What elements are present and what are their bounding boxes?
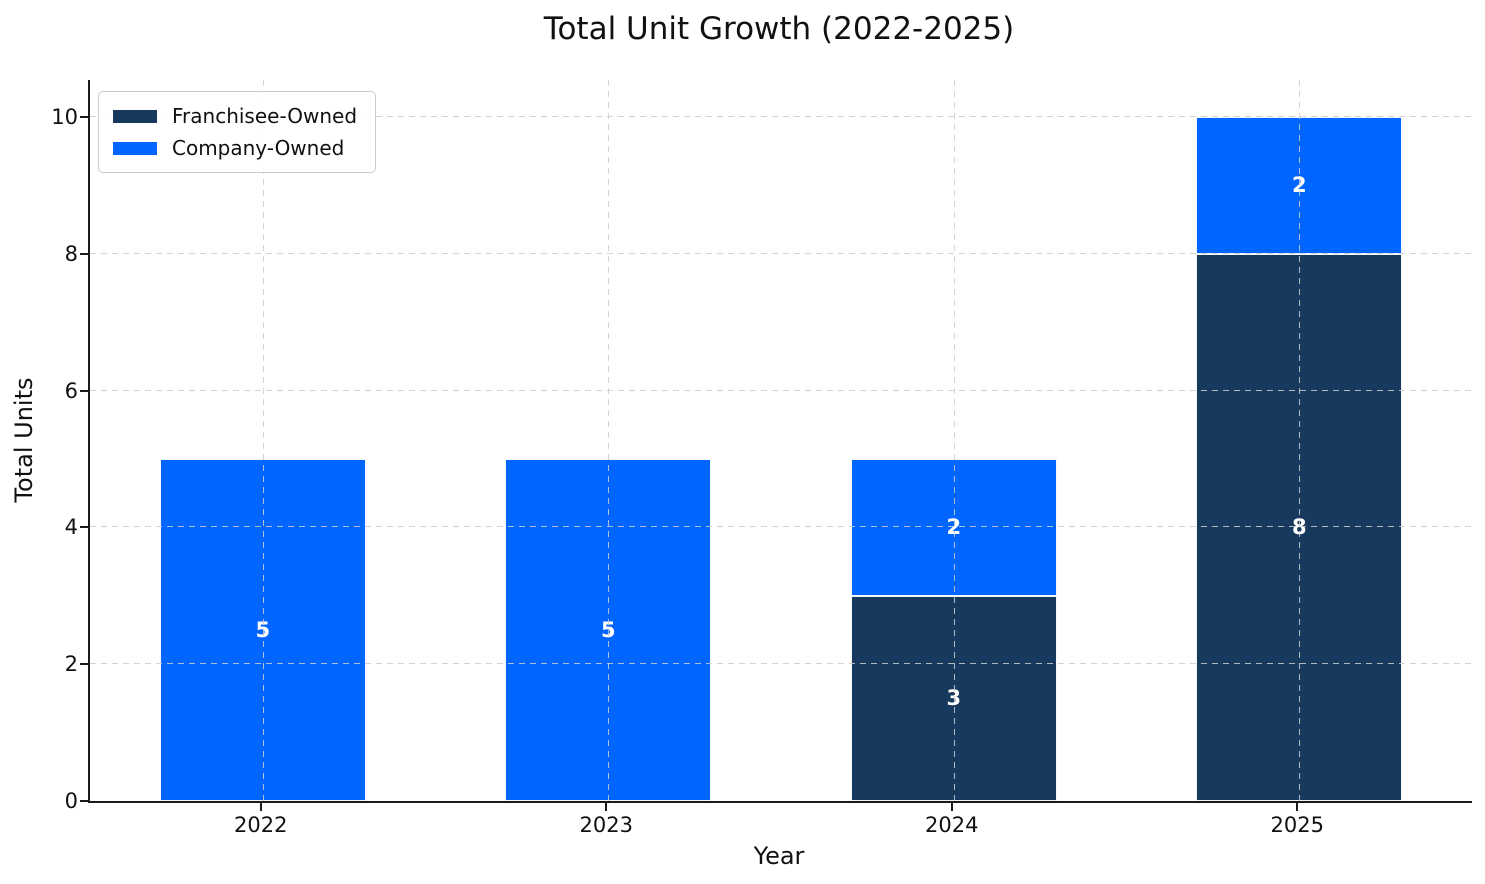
legend-item-label: Franchisee-Owned xyxy=(172,104,358,128)
y-tick-mark xyxy=(80,389,88,392)
chart-title: Total Unit Growth (2022-2025) xyxy=(543,11,1015,47)
y-tick-label: 10 xyxy=(51,104,78,129)
x-axis-label: Year xyxy=(753,842,805,870)
y-tick-mark xyxy=(80,252,88,255)
plot-area: 5 5 3 2 8 2 xyxy=(88,80,1472,803)
y-tick-label: 4 xyxy=(64,515,78,540)
bar-segment: 3 xyxy=(850,595,1057,801)
x-tick-mark xyxy=(950,803,953,811)
y-tick-label: 2 xyxy=(64,652,78,677)
x-tick-mark xyxy=(259,803,262,811)
y-tick-mark xyxy=(80,663,88,666)
bar-value-label: 5 xyxy=(255,617,271,642)
y-tick-label: 8 xyxy=(64,241,78,266)
bar-value-label: 5 xyxy=(600,617,616,642)
bar-segment: 2 xyxy=(1196,116,1403,254)
legend-item: Franchisee-Owned xyxy=(113,104,357,128)
bar-segment: 5 xyxy=(505,458,712,801)
bar-value-label: 3 xyxy=(946,686,962,711)
legend: Franchisee-Owned Company-Owned xyxy=(98,91,377,173)
legend-item: Company-Owned xyxy=(113,136,357,160)
x-tick-label: 2022 xyxy=(234,813,288,837)
bar-value-label: 2 xyxy=(946,515,962,540)
bar-segment: 8 xyxy=(1196,253,1403,801)
y-tick-mark xyxy=(80,526,88,529)
y-tick-mark xyxy=(80,115,88,118)
bar-value-label: 2 xyxy=(1291,173,1307,198)
x-tick-label: 2023 xyxy=(579,813,633,837)
y-tick-label: 6 xyxy=(64,378,78,403)
legend-swatch-icon xyxy=(113,109,157,123)
bar-value-label: 8 xyxy=(1291,515,1307,540)
y-tick-label: 0 xyxy=(64,789,78,813)
bar-segment: 5 xyxy=(159,458,366,801)
y-tick-mark xyxy=(80,800,88,802)
legend-swatch-icon xyxy=(113,141,157,155)
x-tick-label: 2025 xyxy=(1270,813,1324,837)
x-tick-mark xyxy=(605,803,608,811)
legend-item-label: Company-Owned xyxy=(172,136,345,160)
x-tick-mark xyxy=(1296,803,1299,811)
x-tick-label: 2024 xyxy=(925,813,979,837)
bar-segment: 2 xyxy=(850,459,1057,596)
